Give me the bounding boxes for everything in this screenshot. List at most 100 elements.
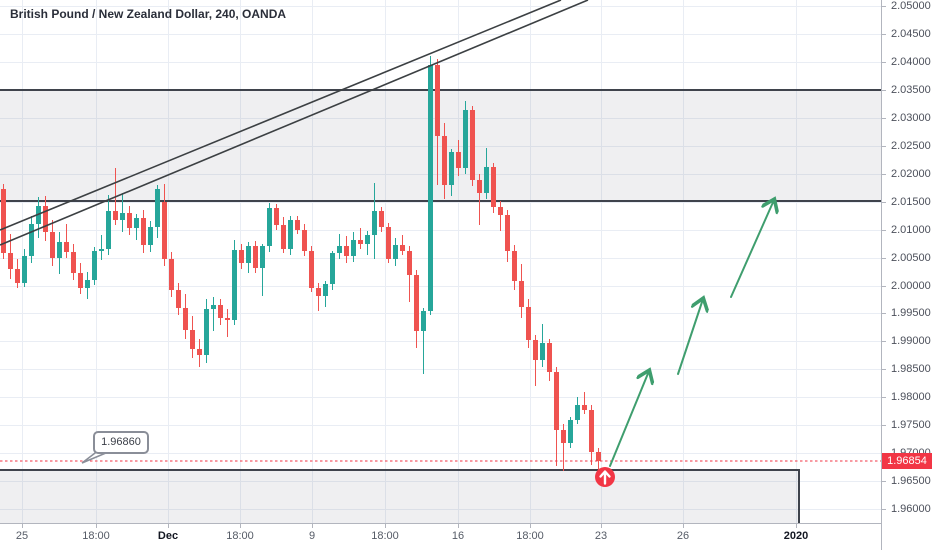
candle-up bbox=[449, 152, 454, 185]
candle-up bbox=[540, 342, 545, 361]
candle-down bbox=[127, 212, 132, 229]
candle-up bbox=[148, 226, 153, 246]
price-axis-tick bbox=[882, 313, 886, 315]
candle-up bbox=[575, 405, 580, 420]
price-callout[interactable]: 1.96860 bbox=[93, 431, 149, 454]
candle-down bbox=[442, 135, 447, 185]
candle-up bbox=[57, 241, 62, 258]
time-axis-tick bbox=[385, 524, 386, 528]
candle-up bbox=[463, 109, 468, 169]
time-axis-tick bbox=[530, 524, 531, 528]
candle-down bbox=[162, 201, 167, 259]
projection-arrow[interactable] bbox=[677, 299, 703, 375]
candle-down bbox=[71, 251, 76, 274]
price-axis-tick bbox=[882, 201, 886, 203]
price-axis-label: 1.96000 bbox=[891, 503, 931, 516]
price-axis-label: 2.04500 bbox=[891, 27, 931, 40]
time-axis-tick bbox=[312, 524, 313, 528]
candle-up bbox=[330, 253, 335, 285]
candle-down bbox=[1, 189, 6, 254]
projection-arrow[interactable] bbox=[609, 371, 649, 467]
candle-down bbox=[227, 308, 228, 337]
grid-line-h bbox=[0, 453, 881, 455]
grid-line-v bbox=[385, 0, 386, 523]
time-axis-label: 18:00 bbox=[371, 530, 399, 542]
grid-line-h bbox=[0, 341, 881, 343]
candle-up bbox=[246, 246, 251, 264]
candle-down bbox=[498, 207, 503, 216]
price-axis-label: 2.02500 bbox=[891, 139, 931, 152]
candle-up bbox=[211, 304, 216, 309]
candle-down bbox=[309, 250, 314, 288]
price-axis-label: 2.02000 bbox=[891, 167, 931, 180]
candle-up bbox=[568, 419, 573, 444]
candle-down bbox=[477, 180, 482, 194]
candle-down bbox=[400, 245, 405, 251]
candle-up bbox=[365, 235, 370, 244]
time-axis-label: 2020 bbox=[783, 530, 809, 542]
candle-up bbox=[106, 210, 111, 250]
candle-up bbox=[101, 235, 102, 261]
price-axis-tick bbox=[882, 369, 886, 371]
candle-down bbox=[596, 452, 601, 462]
time-axis[interactable]: 25 18:00 Dec 18:00 9 18:00 16 18:00 23 26 2020 bbox=[0, 523, 881, 550]
candle-up bbox=[85, 279, 90, 288]
price-axis-tick bbox=[882, 33, 886, 35]
candle-up bbox=[213, 296, 214, 332]
candle-up bbox=[120, 212, 125, 220]
price-axis-tick bbox=[882, 425, 886, 427]
candle-up bbox=[267, 208, 272, 247]
time-axis-tick bbox=[683, 524, 684, 528]
candle-down bbox=[547, 342, 552, 372]
grid-line-v bbox=[168, 0, 169, 523]
price-axis-label: 2.03500 bbox=[891, 83, 931, 96]
candle-down bbox=[295, 219, 300, 230]
time-axis-label: 16 bbox=[451, 530, 465, 542]
candle-down bbox=[512, 251, 517, 282]
price-axis-label: 2.04000 bbox=[891, 55, 931, 68]
time-axis-tick bbox=[601, 524, 602, 528]
candle-down bbox=[225, 317, 230, 321]
support-zone[interactable] bbox=[0, 469, 800, 523]
candle-down bbox=[407, 250, 412, 276]
price-axis-tick bbox=[882, 229, 886, 231]
price-axis-label: 2.00500 bbox=[891, 251, 931, 264]
candle-down bbox=[183, 307, 188, 331]
candle-down bbox=[535, 334, 536, 387]
candle-down bbox=[113, 210, 118, 220]
candle-down bbox=[281, 225, 286, 249]
grid-line-v bbox=[796, 0, 797, 523]
time-axis-label: 25 bbox=[15, 530, 29, 542]
time-axis-tick bbox=[796, 524, 797, 528]
price-axis-label: 1.97500 bbox=[891, 419, 931, 432]
price-axis-tick bbox=[882, 397, 886, 399]
candle-up bbox=[421, 310, 426, 332]
grid-line-v bbox=[530, 0, 531, 523]
time-axis-label: 23 bbox=[594, 530, 608, 542]
grid-line-h bbox=[0, 61, 881, 63]
projection-arrow[interactable] bbox=[730, 200, 774, 298]
price-chart-pane[interactable]: 1.96860 British Pound / New Zealand Doll… bbox=[0, 0, 881, 523]
candle-down bbox=[8, 253, 13, 269]
price-axis-tick bbox=[882, 341, 886, 343]
candle-down bbox=[584, 391, 585, 415]
candle-down bbox=[176, 289, 181, 308]
candle-up bbox=[232, 250, 237, 321]
candle-down bbox=[456, 152, 461, 169]
candle-down bbox=[43, 206, 48, 233]
time-axis-tick bbox=[458, 524, 459, 528]
resistance-zone[interactable] bbox=[0, 88, 881, 202]
grid-line-h bbox=[0, 481, 881, 483]
candle-down bbox=[64, 241, 69, 252]
price-axis-label: 2.05000 bbox=[891, 0, 931, 12]
candle-down bbox=[169, 258, 174, 290]
candle-down bbox=[15, 268, 20, 283]
time-axis-tick bbox=[240, 524, 241, 528]
price-axis-label: 1.98500 bbox=[891, 363, 931, 376]
price-axis[interactable]: 1.96854 2.05000 2.04500 2.04000 2.03500 2.03… bbox=[881, 0, 932, 550]
price-axis-label: 2.01500 bbox=[891, 195, 931, 208]
grid-line-h bbox=[0, 425, 881, 427]
candle-down bbox=[386, 226, 391, 259]
candle-up bbox=[484, 166, 489, 194]
